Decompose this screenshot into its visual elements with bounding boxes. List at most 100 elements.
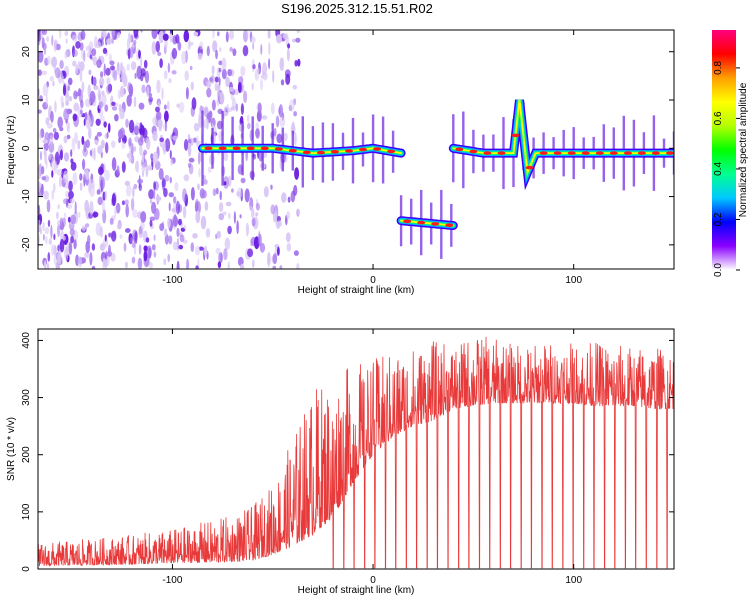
noise-blob	[131, 256, 136, 264]
noise-blob	[212, 30, 215, 39]
ridge-segment	[198, 110, 406, 188]
noise-blob	[227, 69, 233, 77]
noise-blob	[140, 211, 147, 223]
noise-blob	[211, 65, 215, 75]
noise-blob	[163, 104, 167, 110]
noise-blob	[128, 137, 132, 147]
noise-blob	[63, 198, 69, 205]
noise-blob	[161, 178, 167, 188]
noise-blob	[111, 157, 117, 171]
noise-blob	[118, 104, 122, 113]
noise-blob	[169, 30, 173, 35]
noise-blob	[88, 69, 92, 76]
ridge-peak	[651, 151, 660, 155]
noise-blob	[46, 55, 51, 65]
noise-blob	[190, 187, 195, 201]
noise-blob	[276, 133, 283, 144]
noise-blob	[290, 190, 296, 203]
noise-blob	[45, 235, 48, 245]
noise-blob	[102, 200, 105, 215]
noise-blob	[158, 168, 164, 180]
noise-blob	[164, 228, 168, 237]
noise-blob	[138, 137, 144, 146]
noise-blob	[62, 84, 67, 96]
noise-blob	[59, 176, 62, 188]
noise-blob	[132, 187, 135, 198]
snr-x-label: Height of straight line (km)	[298, 585, 415, 596]
noise-blob	[138, 244, 142, 255]
noise-blob	[133, 146, 136, 152]
noise-blob	[106, 77, 111, 85]
noise-blob	[216, 230, 221, 239]
noise-blob	[54, 67, 61, 79]
noise-blob	[92, 56, 98, 66]
y-tick-label: -10	[21, 189, 32, 204]
noise-blob	[91, 243, 96, 251]
noise-blob	[116, 165, 120, 175]
noise-blob	[89, 200, 94, 215]
noise-blob	[223, 151, 229, 162]
noise-blob	[149, 220, 153, 227]
ridge-peak	[204, 146, 213, 151]
noise-blob	[250, 36, 256, 44]
noise-blob	[77, 256, 83, 268]
noise-blob	[117, 32, 121, 38]
noise-blob	[46, 36, 50, 42]
noise-blob	[126, 37, 131, 50]
noise-blob	[47, 252, 51, 262]
noise-blob	[73, 90, 78, 100]
noise-blob	[62, 235, 66, 241]
y-tick-label: 10	[21, 94, 32, 106]
noise-blob	[171, 70, 177, 75]
noise-blob	[120, 66, 126, 78]
noise-blob	[67, 85, 70, 92]
noise-blob	[42, 221, 45, 232]
noise-blob	[109, 60, 115, 66]
noise-blob	[257, 67, 260, 75]
ridge-peak	[387, 149, 396, 154]
noise-blob	[152, 116, 158, 126]
noise-blob	[168, 235, 173, 245]
noise-blob	[297, 58, 301, 67]
colorbar-ticks: 0.0 0.2 0.4 0.6 0.8	[713, 61, 740, 277]
noise-blob	[83, 118, 86, 126]
noise-blob	[38, 50, 44, 63]
noise-blob	[205, 228, 211, 238]
noise-blob	[206, 45, 210, 57]
noise-blob	[296, 262, 300, 269]
noise-blob	[233, 211, 236, 224]
noise-blob	[140, 68, 146, 77]
noise-blob	[270, 204, 276, 215]
noise-blob	[215, 187, 219, 195]
noise-blob	[175, 34, 180, 44]
noise-blob	[79, 109, 83, 115]
noise-blob	[97, 196, 103, 206]
noise-blob	[261, 115, 268, 120]
noise-blob	[149, 199, 153, 204]
noise-blob	[168, 78, 172, 84]
noise-blob	[88, 127, 92, 140]
noise-blob	[145, 237, 150, 243]
noise-blob	[143, 250, 148, 262]
noise-blob	[74, 201, 77, 215]
ridge-peak	[274, 147, 283, 151]
noise-blob	[193, 122, 200, 132]
noise-blob	[287, 196, 291, 203]
noise-blob	[151, 30, 158, 40]
noise-blob	[182, 205, 187, 219]
noise-blob	[79, 173, 83, 181]
noise-blob	[92, 76, 97, 87]
noise-blob	[133, 183, 138, 190]
noise-blob	[188, 163, 194, 175]
ridge-peak	[609, 151, 618, 155]
noise-blob	[221, 57, 227, 72]
ridge-peak	[511, 133, 520, 138]
noise-blob	[182, 188, 187, 203]
y-tick-label: 0	[21, 145, 32, 151]
noise-blob	[251, 83, 254, 91]
noise-blob	[157, 119, 163, 128]
ridge-peak	[218, 146, 227, 151]
noise-blob	[41, 30, 48, 36]
noise-blob	[229, 30, 235, 40]
noise-blob	[42, 83, 49, 97]
